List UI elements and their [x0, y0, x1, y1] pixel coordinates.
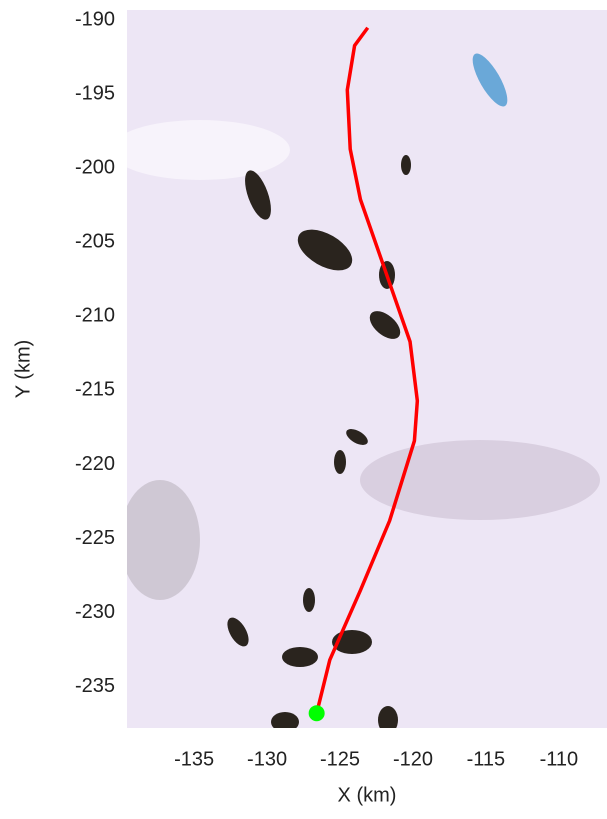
y-tick-label: -195	[75, 83, 115, 105]
x-tick-label: -135	[174, 748, 214, 770]
y-tick-label: -215	[75, 379, 115, 401]
y-tick-label: -230	[75, 601, 115, 623]
x-axis-label: X (km)	[338, 784, 397, 806]
x-tick-label: -115	[467, 748, 506, 770]
y-tick-label: -210	[75, 305, 115, 327]
x-tick-label: -110	[540, 748, 579, 770]
y-tick-label: -235	[75, 675, 115, 697]
y-tick-label: -225	[75, 527, 115, 549]
y-tick-label: -220	[75, 453, 115, 475]
y-axis-label: Y (km)	[12, 340, 34, 399]
x-tick-label: -130	[247, 748, 287, 770]
x-tick-label: -120	[393, 748, 433, 770]
start-marker	[308, 705, 325, 722]
y-tick-label: -190	[75, 9, 115, 31]
track-line	[314, 26, 420, 714]
terrain-background	[127, 10, 607, 728]
y-tick-label: -205	[75, 231, 115, 253]
x-tick-label: -125	[320, 748, 360, 770]
y-tick-label: -200	[75, 157, 115, 179]
